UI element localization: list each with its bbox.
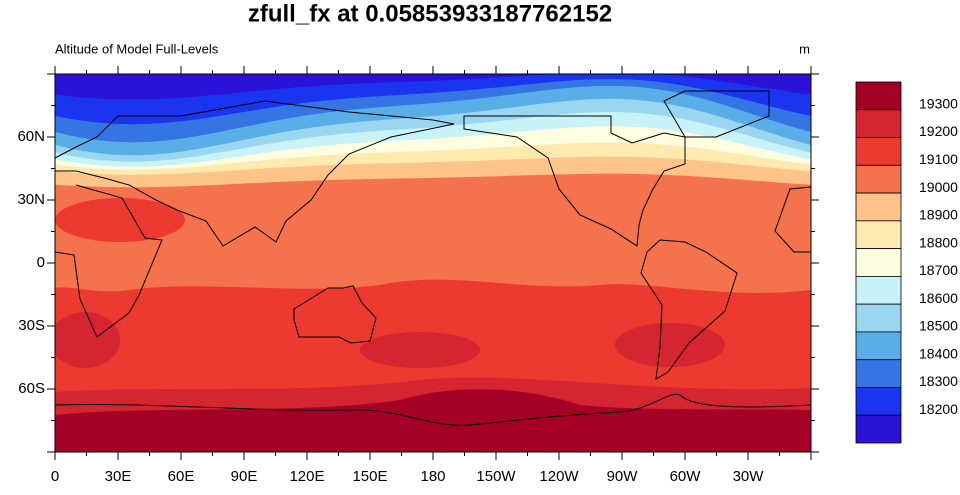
y-tick-label: 30S [18,317,45,334]
colorbar-box [855,248,902,277]
band [55,389,811,452]
y-tick-label: 60N [17,128,45,145]
coastline [774,186,811,253]
x-tick-label: 180 [420,468,445,485]
coastline [463,115,686,247]
colorbar-label: 18400 [919,345,958,361]
x-tick-label: 150W [476,468,516,485]
colorbar-label: 19300 [919,95,958,111]
colorbar-box [855,303,902,333]
coastline [55,393,811,426]
y-tick-label: 0 [37,254,45,271]
band [55,312,120,368]
x-tick-label: 90E [231,468,258,485]
coastline [55,184,163,338]
left-label: Altitude of Model Full-Levels [55,41,219,56]
colorbar-box [855,359,902,388]
colorbar-label: 18900 [919,207,958,223]
title: zfull_fx at 0.05853933187762152 [248,0,612,27]
colorbar-label: 19200 [919,123,958,139]
colorbar-box [855,192,902,222]
colorbar-box [855,275,902,305]
colorbar-label: 18700 [919,262,958,278]
x-tick-label: 60W [670,468,702,485]
coastline [293,285,377,344]
coastline [663,90,770,138]
x-tick-label: 30W [733,468,765,485]
y-tick-label: 30N [17,191,45,208]
colorbar-label: 18200 [919,401,958,417]
colorbar-label: 18500 [919,318,958,334]
colorbar-box [855,414,902,444]
colorbar-box [855,164,902,194]
colorbar-label: 18600 [919,290,958,306]
x-tick-label: 60E [168,468,195,485]
colorbar-box [855,81,902,111]
band [55,198,185,242]
colorbar-label: 18300 [919,373,958,389]
colorbar-box [855,331,902,361]
x-tick-label: 120W [539,468,579,485]
band [55,74,811,100]
colorbar-box [855,220,902,250]
colorbar-label: 19000 [919,179,958,195]
x-tick-label: 30E [105,468,132,485]
map [55,74,811,452]
colorbar-label: 18800 [919,234,958,250]
band [615,323,725,367]
band [360,332,480,368]
colorbar-box [855,137,902,166]
coastline [640,239,738,380]
right-label: m [799,41,810,56]
colorbar-box [855,387,902,416]
x-tick-label: 0 [51,468,59,485]
x-tick-label: 120E [289,468,324,485]
coastline [55,100,455,247]
colorbar-box [855,109,902,138]
x-tick-label: 90W [607,468,639,485]
x-tick-label: 150E [352,468,387,485]
colorbar-label: 19100 [919,151,958,167]
y-tick-label: 60S [18,380,45,397]
